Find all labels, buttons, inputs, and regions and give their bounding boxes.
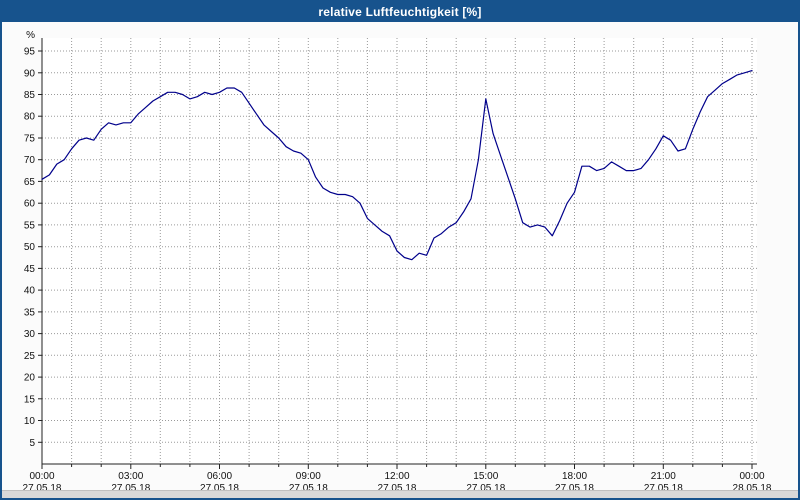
window-bottom-strip [2, 490, 798, 498]
y-tick-label: 55 [24, 220, 36, 231]
y-tick-label: 5 [29, 438, 35, 449]
x-tick-time-label: 15:00 [473, 471, 498, 482]
y-tick-label: 85 [24, 90, 36, 101]
x-tick-date-label: 27.05.18 [555, 483, 594, 490]
window-title: relative Luftfeuchtigkeit [%] [318, 5, 482, 19]
x-tick-time-label: 00:00 [739, 471, 764, 482]
y-tick-label: 35 [24, 307, 36, 318]
y-tick-label: 75 [24, 134, 36, 145]
y-tick-label: 50 [24, 242, 36, 253]
axes [38, 38, 757, 469]
y-tick-label: 90 [24, 68, 36, 79]
window-titlebar: relative Luftfeuchtigkeit [%] [2, 2, 798, 22]
plot-area [42, 38, 757, 464]
axis-labels: % 5 10 15 20 25 30 35 40 45 50 55 60 65 70 75 80 85 90 95 00… [23, 30, 772, 490]
y-tick-label: 10 [24, 416, 36, 427]
x-tick-time-label: 06:00 [207, 471, 232, 482]
humidity-line [41, 69, 753, 261]
x-tick-date-label: 27.05.18 [378, 483, 417, 490]
x-tick-date-label: 27.05.18 [289, 483, 328, 490]
y-tick-label: 95 [24, 47, 36, 58]
chart-container: % 5 10 15 20 25 30 35 40 45 50 55 60 65 70 75 80 85 90 95 00… [2, 22, 798, 490]
y-tick-label: 80 [24, 112, 36, 123]
x-tick-date-label: 28.05.18 [733, 483, 772, 490]
x-tick-time-label: 09:00 [296, 471, 321, 482]
y-axis-unit-label: % [26, 30, 35, 41]
x-tick-date-label: 27.05.18 [466, 483, 505, 490]
humidity-line-chart: % 5 10 15 20 25 30 35 40 45 50 55 60 65 70 75 80 85 90 95 00… [23, 30, 772, 490]
x-tick-date-label: 27.05.18 [23, 483, 62, 490]
y-tick-label: 30 [24, 329, 36, 340]
x-tick-date-label: 27.05.18 [644, 483, 683, 490]
y-tick-label: 45 [24, 264, 36, 275]
y-tick-label: 25 [24, 351, 36, 362]
x-tick-time-label: 12:00 [384, 471, 409, 482]
x-tick-time-label: 18:00 [562, 471, 587, 482]
x-tick-date-label: 27.05.18 [111, 483, 150, 490]
x-tick-time-label: 03:00 [118, 471, 143, 482]
y-tick-label: 15 [24, 394, 36, 405]
y-tick-label: 60 [24, 199, 36, 210]
x-tick-time-label: 21:00 [651, 471, 676, 482]
y-tick-label: 40 [24, 286, 36, 297]
y-tick-label: 20 [24, 373, 36, 384]
y-tick-label: 70 [24, 155, 36, 166]
x-tick-time-label: 00:00 [29, 471, 54, 482]
y-tick-label: 65 [24, 177, 36, 188]
x-tick-date-label: 27.05.18 [200, 483, 239, 490]
